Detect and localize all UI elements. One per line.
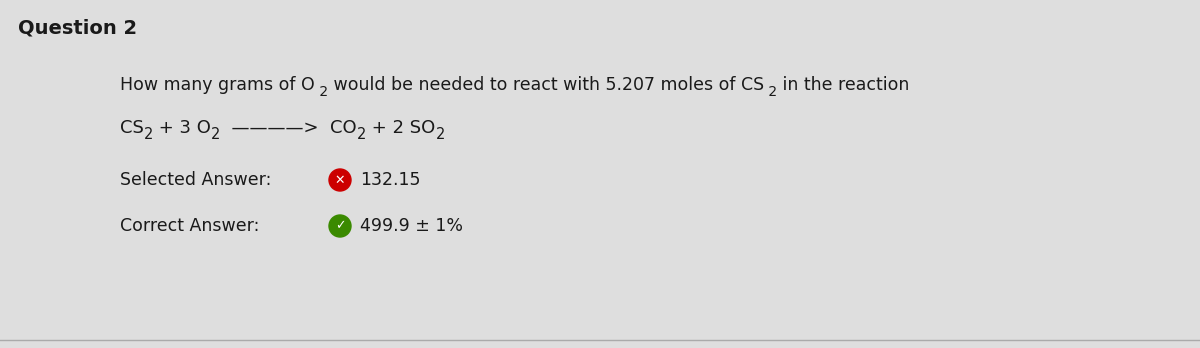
Circle shape: [329, 169, 352, 191]
Text: Question 2: Question 2: [18, 18, 137, 37]
Text: + 2 SO: + 2 SO: [366, 119, 436, 137]
Text: 2: 2: [436, 127, 445, 142]
Text: 132.15: 132.15: [360, 171, 420, 189]
Text: 2: 2: [144, 127, 154, 142]
Text: CS: CS: [120, 119, 144, 137]
Text: ————>  CO: ————> CO: [221, 119, 358, 137]
Text: + 3 O: + 3 O: [154, 119, 211, 137]
Text: Selected Answer:: Selected Answer:: [120, 171, 271, 189]
Text: 499.9 ± 1%: 499.9 ± 1%: [360, 217, 463, 235]
Text: 2: 2: [314, 85, 328, 99]
Text: would be needed to react with 5.207 moles of CS: would be needed to react with 5.207 mole…: [328, 76, 764, 94]
Text: 2: 2: [211, 127, 221, 142]
Text: Correct Answer:: Correct Answer:: [120, 217, 259, 235]
Text: How many grams of O: How many grams of O: [120, 76, 314, 94]
Circle shape: [329, 215, 352, 237]
Text: 2: 2: [358, 127, 366, 142]
Text: ✓: ✓: [335, 220, 346, 232]
Text: 2: 2: [764, 85, 778, 99]
Text: ✕: ✕: [335, 174, 346, 187]
Text: in the reaction: in the reaction: [778, 76, 910, 94]
